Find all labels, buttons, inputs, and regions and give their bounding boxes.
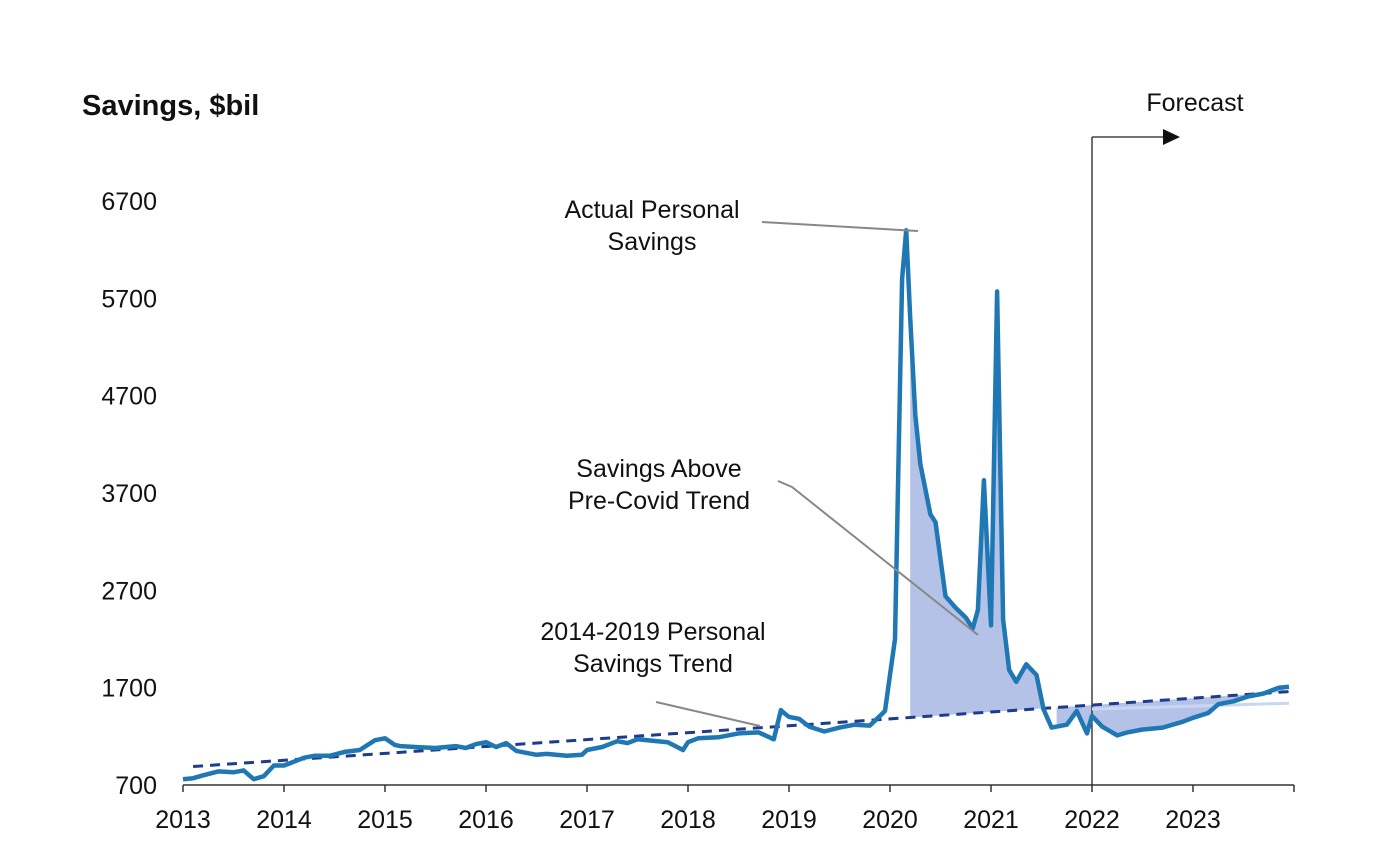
series-actual-line xyxy=(182,227,1290,782)
x-tick-label: 2021 xyxy=(963,806,1019,834)
y-tick-label: 6700 xyxy=(101,188,157,216)
y-tick-label: 5700 xyxy=(101,285,157,313)
x-tick-label: 2017 xyxy=(559,806,615,834)
x-tick-label: 2022 xyxy=(1064,806,1120,834)
x-tick-label: 2020 xyxy=(862,806,918,834)
series-lines xyxy=(182,137,1290,785)
y-tick-label: 4700 xyxy=(101,383,157,411)
fill-areas xyxy=(910,291,1284,736)
actual-savings-leader xyxy=(761,221,919,232)
x-tick-label: 2016 xyxy=(458,806,514,834)
trend-label: Savings Trend xyxy=(573,650,733,678)
savings-above-trend-label: Savings Above xyxy=(576,455,741,483)
x-tick-label: 2018 xyxy=(660,806,716,834)
annotations: Forecast Actual Personal Savings Savings Ab… xyxy=(540,89,1244,727)
series-trend-line xyxy=(192,690,1290,768)
actual-savings-label: Actual Personal xyxy=(564,196,739,224)
trend-leader xyxy=(655,701,761,727)
x-tick-label: 2015 xyxy=(357,806,413,834)
forecast-label: Forecast xyxy=(1146,89,1243,117)
savings-above-trend-label: Pre-Covid Trend xyxy=(568,487,750,515)
fill-above-trend xyxy=(910,291,1047,718)
x-tick-label: 2019 xyxy=(761,806,817,834)
y-tick-label: 700 xyxy=(115,772,157,800)
fill-below-trend xyxy=(1056,687,1284,736)
savings-above-leader xyxy=(777,480,979,636)
y-tick-label: 3700 xyxy=(101,480,157,508)
y-tick-label: 2700 xyxy=(101,577,157,605)
x-tick-label: 2023 xyxy=(1165,806,1221,834)
series-trend-light-line xyxy=(1091,701,1290,711)
y-tick-label: 1700 xyxy=(101,675,157,703)
axes: 2013 2014 2015 2016 2017 2018 2019 2020 2021 2022… xyxy=(101,188,1295,834)
x-tick-label: 2014 xyxy=(256,806,312,834)
actual-savings-label: Savings xyxy=(608,228,697,256)
forecast-arrow-head xyxy=(1163,129,1180,145)
y-axis-label: Savings, $bil xyxy=(82,90,259,122)
x-tick-label: 2013 xyxy=(155,806,211,834)
trend-label: 2014-2019 Personal xyxy=(540,618,765,646)
